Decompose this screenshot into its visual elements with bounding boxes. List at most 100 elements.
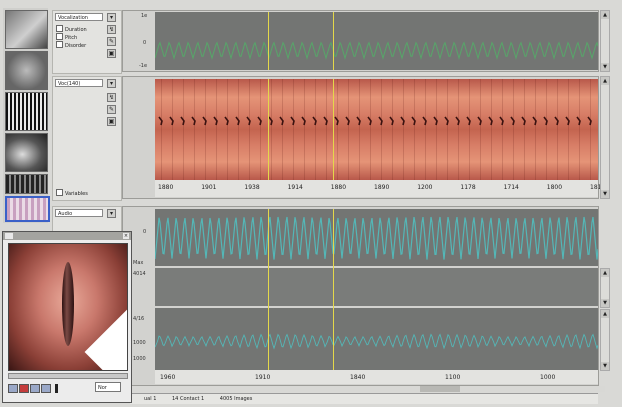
- middle-tool-button-3[interactable]: ▣: [107, 117, 116, 126]
- audio-x-tick-label: 1960: [160, 374, 176, 381]
- glottal-mark: [576, 116, 581, 126]
- horizontal-scroll-thumb[interactable]: [420, 386, 460, 392]
- bottom-channel-select[interactable]: Audio: [55, 209, 103, 217]
- kymogram-background: [155, 79, 598, 180]
- endoscopy-video-frame: [8, 243, 128, 371]
- thumb-strip[interactable]: [5, 174, 48, 194]
- kymogram-x-tick-label: 1880: [158, 184, 174, 191]
- glottal-mark: [488, 116, 493, 126]
- audio-x-tick-label: 1910: [255, 374, 271, 381]
- middle-scroll-up-icon[interactable]: ▲: [601, 77, 609, 85]
- video-zoom-select[interactable]: Nor: [95, 382, 121, 392]
- audio-x-axis: [155, 370, 598, 384]
- status-item-2: 14 Contact 1: [172, 396, 205, 402]
- video-window-icon: [5, 233, 13, 239]
- glottal-mark: [356, 116, 361, 126]
- video-forward-icon[interactable]: [41, 384, 51, 393]
- kymogram-striations: [155, 79, 598, 180]
- top-scroll-down-icon[interactable]: ▼: [601, 63, 609, 71]
- middle-channel-select[interactable]: Voc(140): [55, 79, 103, 87]
- time-cursor-b-top[interactable]: [333, 12, 334, 70]
- glottal-mark: [323, 116, 328, 126]
- energy-scroll-down-icon[interactable]: ▼: [601, 299, 609, 307]
- middle-tool-button-1[interactable]: ↯: [107, 93, 116, 102]
- time-cursor-a-top[interactable]: [268, 12, 269, 70]
- middle-scroll-down-icon[interactable]: ▼: [601, 190, 609, 198]
- top-y-tick-max: 1e: [141, 13, 148, 19]
- secondary-scroll-up-icon[interactable]: ▲: [601, 310, 609, 318]
- checkbox-duration[interactable]: Duration: [56, 25, 87, 34]
- glottal-mark: [257, 116, 262, 126]
- kymogram-x-tick-label: 1811: [590, 184, 606, 191]
- middle-dropdown-arrow-icon[interactable]: ▾: [107, 79, 116, 88]
- glottal-mark: [389, 116, 394, 126]
- video-marker-icon: [55, 384, 58, 393]
- glottal-mark: [422, 116, 427, 126]
- checkbox-disorder[interactable]: Disorder: [56, 41, 86, 50]
- audio-y-tick-max: Max: [133, 260, 144, 266]
- glottal-mark: [191, 116, 196, 126]
- thumb-waveform[interactable]: [5, 92, 48, 131]
- glottal-mark: [510, 116, 515, 126]
- thumb-vocal-folds[interactable]: [5, 133, 48, 172]
- thumb-larynx-gray[interactable]: [5, 51, 48, 90]
- secondary-vertical-scrollbar[interactable]: ▲ ▼: [600, 309, 610, 371]
- horizontal-scrollbar[interactable]: [130, 386, 605, 392]
- video-record-icon[interactable]: [19, 384, 29, 393]
- top-vertical-scrollbar[interactable]: ▲ ▼: [600, 10, 610, 72]
- energy-vertical-scrollbar[interactable]: ▲ ▼: [600, 268, 610, 308]
- glottal-mark: [169, 116, 174, 126]
- secondary-y-tick-1: 4/16: [133, 316, 145, 322]
- top-tool-button-2[interactable]: ✎: [107, 37, 116, 46]
- checkbox-variables[interactable]: Variables: [56, 189, 88, 198]
- video-title-bar[interactable]: ×: [3, 232, 131, 240]
- audio-x-tick-label: 1840: [350, 374, 366, 381]
- middle-vertical-scrollbar[interactable]: ▲ ▼: [600, 76, 610, 199]
- kymogram-glottal-marks: [158, 116, 592, 126]
- middle-tool-button-2[interactable]: ✎: [107, 105, 116, 114]
- kymogram-x-tick-label: 1714: [503, 184, 519, 191]
- time-cursor-b-kymo[interactable]: [333, 79, 334, 180]
- top-tool-button-1[interactable]: ↯: [107, 25, 116, 34]
- glottal-mark: [521, 116, 526, 126]
- kymogram-x-tick-label: 1800: [546, 184, 563, 191]
- secondary-scroll-down-icon[interactable]: ▼: [601, 362, 609, 370]
- time-cursor-a-audio[interactable]: [268, 209, 269, 370]
- bottom-dropdown-arrow-icon[interactable]: ▾: [107, 209, 116, 218]
- thumb-kymogram[interactable]: [5, 196, 50, 222]
- top-channel-select[interactable]: Vocalization: [55, 13, 103, 21]
- kymogram-x-axis: [155, 180, 598, 197]
- time-cursor-b-audio[interactable]: [333, 209, 334, 370]
- video-play-icon[interactable]: [30, 384, 40, 393]
- glottal-mark: [499, 116, 504, 126]
- top-y-tick-zero: 0: [143, 40, 147, 46]
- top-y-tick-min: -1e: [139, 63, 148, 69]
- glottal-mark: [312, 116, 317, 126]
- audio-x-tick-label: 1100: [445, 374, 461, 381]
- glottis-shape: [62, 262, 74, 346]
- audio-x-tick-label: 1000: [540, 374, 556, 381]
- audio-y-tick-zero: 0: [143, 229, 147, 235]
- kymogram-x-tick-label: 1890: [374, 184, 390, 191]
- glottal-mark: [378, 116, 383, 126]
- glottal-mark: [477, 116, 482, 126]
- video-close-icon[interactable]: ×: [123, 233, 129, 239]
- video-rewind-icon[interactable]: [8, 384, 18, 393]
- glottal-mark: [466, 116, 471, 126]
- glottal-mark: [290, 116, 295, 126]
- glottal-mark: [235, 116, 240, 126]
- video-position-slider[interactable]: [8, 373, 128, 379]
- glottal-mark: [587, 116, 592, 126]
- checkbox-pitch[interactable]: Pitch: [56, 33, 77, 42]
- top-dropdown-arrow-icon[interactable]: ▾: [107, 13, 116, 22]
- top-tool-button-3[interactable]: ▣: [107, 49, 116, 58]
- kymogram-x-tick-label: 1938: [244, 184, 260, 191]
- kymogram-x-tick-label: 1901: [201, 184, 217, 191]
- glottal-mark: [246, 116, 251, 126]
- time-cursor-a-kymo[interactable]: [268, 79, 269, 180]
- top-scroll-up-icon[interactable]: ▲: [601, 11, 609, 19]
- energy-scroll-up-icon[interactable]: ▲: [601, 269, 609, 277]
- glottal-mark: [565, 116, 570, 126]
- thumb-larynx-still[interactable]: [5, 10, 48, 49]
